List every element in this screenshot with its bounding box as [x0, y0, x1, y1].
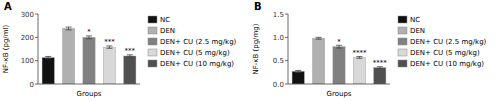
title: A	[4, 1, 12, 12]
y-tick-label: 300	[21, 11, 34, 19]
y-tick-label: 1.0	[273, 34, 284, 42]
y-tick-label: 0.5	[273, 57, 284, 65]
error-cap	[45, 56, 51, 57]
y-tick	[35, 14, 38, 15]
title: B	[254, 1, 262, 12]
error-bar	[295, 70, 301, 72]
bars	[42, 27, 136, 84]
panel: A0100200300NF-κB (pg/ml)Groups*******NCD…	[2, 1, 237, 98]
y-tick-label: 1.5	[273, 11, 284, 19]
bar	[353, 57, 365, 84]
y-tick	[285, 14, 288, 15]
error-cap	[377, 68, 383, 69]
legend-item: NC	[160, 16, 170, 24]
y-tick	[35, 60, 38, 61]
y-axis	[288, 14, 289, 84]
panel: B0.00.51.01.5NF-κB (pg/mg)Groups********…	[252, 1, 487, 98]
error-cap	[127, 57, 133, 58]
error-cap	[336, 48, 342, 49]
bar	[333, 47, 345, 84]
legend-swatch	[398, 16, 407, 23]
y-tick	[285, 37, 288, 38]
legend-item: DEN+ CU (5 mg/kg)	[410, 49, 480, 57]
y-axis	[38, 14, 39, 84]
x-axis	[38, 84, 140, 85]
y-tick	[285, 60, 288, 61]
bar	[83, 37, 95, 84]
y-tick-label: 0.0	[273, 81, 284, 89]
error-cap	[295, 72, 301, 73]
legend-swatch	[148, 38, 157, 45]
legend-swatch	[398, 60, 407, 67]
x-axis-label: Groups	[327, 90, 352, 98]
significance: ****	[373, 59, 388, 67]
legend-item: DEN+ CU (5 mg/kg)	[160, 49, 230, 57]
error-cap	[66, 27, 72, 28]
y-axis-label: NF-κB (pg/ml)	[2, 25, 10, 74]
legend-item: DEN	[160, 27, 175, 35]
figure: A0100200300NF-κB (pg/ml)Groups*******NCD…	[0, 0, 500, 101]
significance: *	[337, 38, 341, 46]
error-line	[68, 27, 69, 30]
bar	[124, 56, 136, 84]
legend-item: DEN+ CU (2.5 mg/kg)	[160, 38, 237, 46]
legend-item: DEN+ CU (10 mg/kg)	[160, 60, 234, 68]
bar	[62, 28, 74, 84]
legend-swatch	[398, 38, 407, 45]
legend: NC DEN DEN+ CU (2.5 mg/kg) DEN+ CU (5 mg/kg…	[148, 16, 237, 68]
bar	[374, 68, 386, 84]
legend-swatch	[398, 27, 407, 34]
legend-swatch	[148, 60, 157, 67]
y-tick	[35, 84, 38, 85]
error-cap	[295, 70, 301, 71]
x-axis-label: Groups	[77, 90, 102, 98]
error-cap	[66, 29, 72, 30]
y-tick-label: 0	[30, 81, 34, 89]
bar	[103, 47, 115, 84]
legend-item: NC	[410, 16, 420, 24]
error-cap	[356, 58, 362, 59]
error-bar	[66, 27, 72, 30]
error-bar	[316, 37, 322, 39]
y-tick-label: 200	[21, 34, 34, 42]
legend-swatch	[398, 49, 407, 56]
y-tick-label: 100	[21, 57, 34, 65]
legend-item: DEN+ CU (2.5 mg/kg)	[410, 38, 487, 46]
legend-swatch	[148, 27, 157, 34]
legend-item: DEN+ CU (10 mg/kg)	[410, 60, 484, 68]
error-cap	[316, 37, 322, 38]
bar	[42, 58, 54, 84]
error-cap	[86, 38, 92, 39]
error-cap	[316, 39, 322, 40]
error-bar	[45, 56, 51, 58]
legend: NC DEN DEN+ CU (2.5 mg/kg) DEN+ CU (5 mg/kg…	[398, 16, 487, 68]
y-tick	[285, 84, 288, 85]
significance: ****	[352, 49, 367, 57]
y-axis-label: NF-κB (pg/mg)	[252, 23, 260, 74]
y-tick	[35, 37, 38, 38]
error-cap	[45, 58, 51, 59]
significance: *	[87, 28, 91, 36]
significance: ***	[125, 47, 136, 55]
legend-swatch	[148, 49, 157, 56]
significance: ***	[104, 38, 115, 46]
bar	[312, 38, 324, 84]
legend-item: DEN	[410, 27, 425, 35]
legend-swatch	[148, 16, 157, 23]
bar	[292, 71, 304, 84]
error-cap	[106, 48, 112, 49]
x-axis	[288, 84, 390, 85]
